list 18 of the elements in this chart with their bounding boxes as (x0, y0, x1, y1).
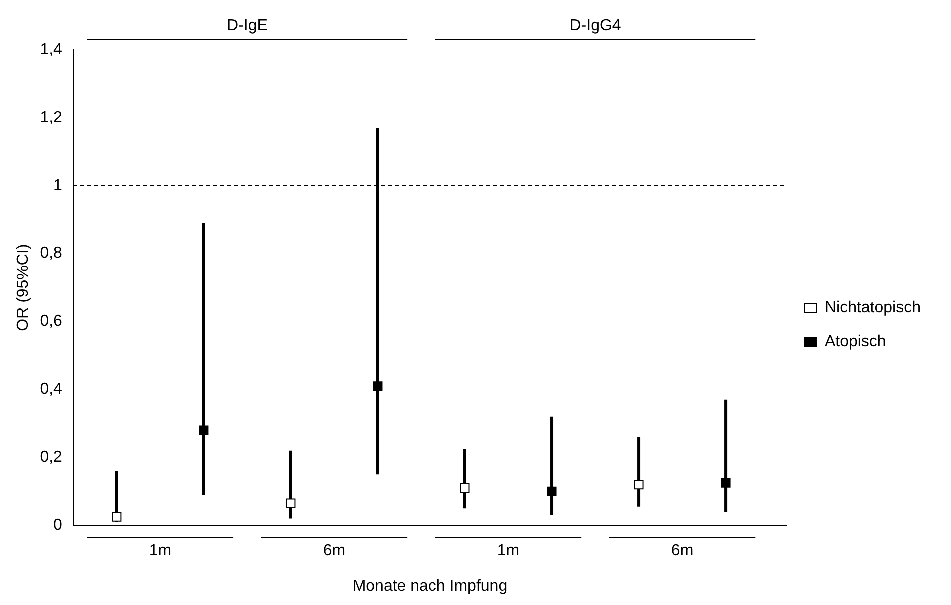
x-tick-label: 6m (671, 542, 694, 560)
x-tick-label: 1m (497, 542, 520, 560)
text: D-IgE (227, 17, 268, 34)
y-tick-label: 0,6 (40, 313, 63, 330)
y-tick-label: 0 (54, 517, 63, 534)
text: D-IgG4 (570, 17, 622, 34)
x-tick-label: 6m (323, 542, 346, 560)
x-tick-label: 1m (149, 542, 172, 560)
y-tick-label: 0,4 (40, 381, 63, 398)
y-tick-label: 1,2 (40, 109, 63, 126)
y-tick-label: 0,8 (40, 245, 63, 262)
y-tick-label: 0,2 (40, 449, 63, 466)
y-axis-title: OR (95%CI) (15, 244, 32, 332)
legend-label: Atopisch (824, 333, 886, 350)
x-axis-title: Monate nach Impfung (352, 578, 508, 595)
y-tick-label: 1,4 (40, 41, 63, 58)
legend-label: Nichtatopisch (824, 299, 921, 316)
y-tick-label: 1 (54, 177, 63, 194)
